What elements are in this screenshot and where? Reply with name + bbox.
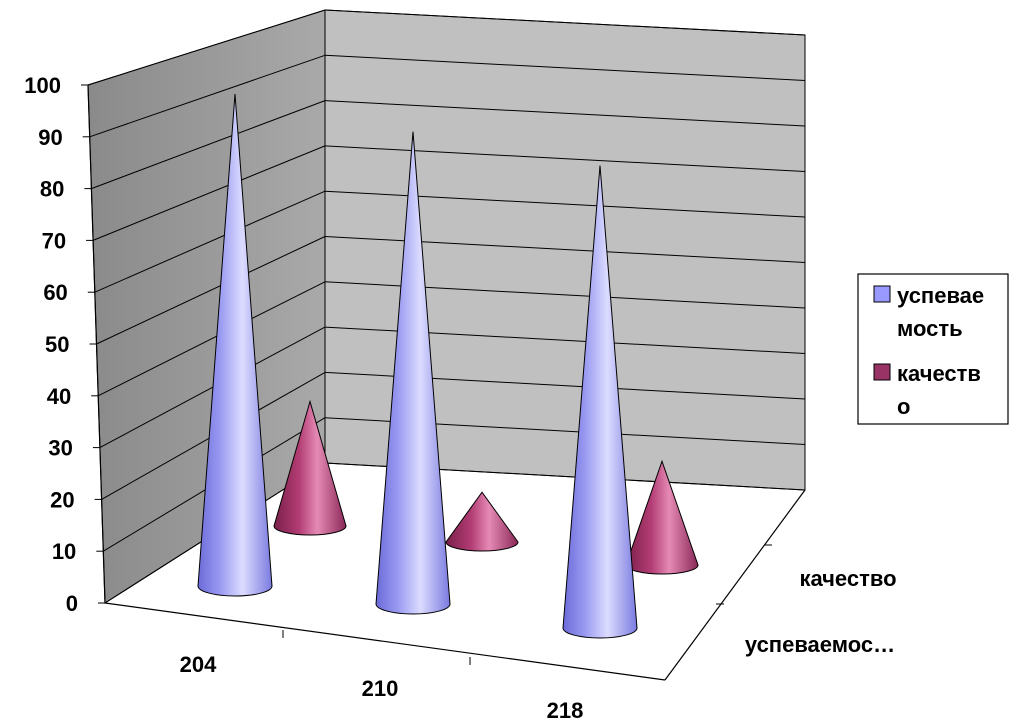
cone-body xyxy=(197,93,273,597)
x-tick-label: 204 xyxy=(180,652,217,677)
legend: успевае мость качеств о xyxy=(857,273,1009,425)
legend-label-kachestvo-1: качеств xyxy=(897,361,981,386)
legend-swatch-kachestvo xyxy=(873,363,891,381)
y-tick-label: 80 xyxy=(40,177,64,202)
gridline-back xyxy=(324,190,806,218)
depth-tick-label: качество xyxy=(799,566,896,591)
y-tick-label: 70 xyxy=(42,228,66,253)
legend-label-uspevaemost-1: успевае xyxy=(897,283,984,308)
y-tick-label: 50 xyxy=(45,332,69,357)
y-axis-ticks: 0 10 20 30 40 50 60 70 80 90 100 xyxy=(24,73,105,616)
cone-body xyxy=(273,399,347,536)
legend-swatch-uspevaemost xyxy=(873,285,891,303)
cones xyxy=(197,93,699,639)
cone-body xyxy=(445,491,519,552)
legend-label-uspevaemost-2: мость xyxy=(897,316,963,341)
gridline-back xyxy=(324,145,806,172)
gridline-back xyxy=(324,54,806,81)
x-tick-label: 218 xyxy=(547,698,584,723)
cone-body xyxy=(562,165,638,639)
depth-axis-line xyxy=(664,489,806,681)
cone-210-успеваемость xyxy=(375,131,451,615)
y-tick-label: 10 xyxy=(52,539,76,564)
gridline-back xyxy=(324,9,806,36)
gridline-side xyxy=(97,281,326,397)
y-tick-label: 40 xyxy=(47,384,71,409)
x-axis-line xyxy=(104,602,666,681)
cone-210-качество xyxy=(445,491,519,552)
depth-tick-label: успеваемос… xyxy=(745,632,895,657)
gridline-side xyxy=(89,54,326,138)
x-axis-ticks: 204 210 218 xyxy=(180,630,584,723)
cone-body xyxy=(375,131,451,615)
gridline-side xyxy=(96,236,326,345)
y-tick-label: 0 xyxy=(66,591,78,616)
chart-walls xyxy=(87,9,806,604)
cone-204-успеваемость xyxy=(197,93,273,597)
gridline-side xyxy=(94,190,326,293)
y-tick-label: 100 xyxy=(24,73,61,98)
cone-218-успеваемость xyxy=(562,165,638,639)
y-tick-label: 20 xyxy=(50,487,74,512)
gridline-side xyxy=(87,9,326,86)
gridline-back xyxy=(324,100,806,127)
gridline-side xyxy=(91,100,326,190)
x-tick-label: 210 xyxy=(362,676,399,701)
depth-axis-ticks: качество успеваемос… xyxy=(716,544,897,657)
legend-label-kachestvo-2: о xyxy=(897,394,910,419)
y-tick-label: 30 xyxy=(48,436,72,461)
y-tick-label: 60 xyxy=(43,280,67,305)
y-tick-label: 90 xyxy=(38,125,62,150)
cone-204-качество xyxy=(273,399,347,536)
gridline-side xyxy=(92,145,326,241)
